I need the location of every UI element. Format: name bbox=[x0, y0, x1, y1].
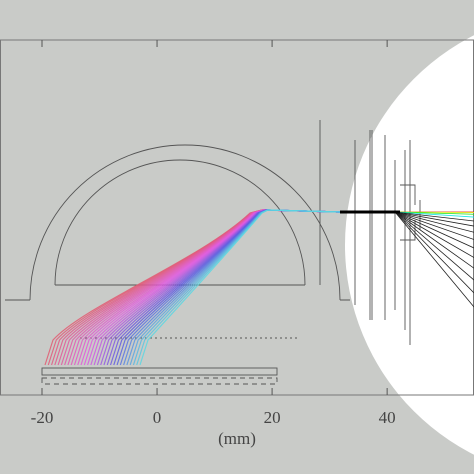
exit-ray bbox=[394, 211, 474, 227]
exit-ray bbox=[394, 211, 474, 233]
exit-ray bbox=[394, 211, 474, 269]
exit-ray bbox=[394, 211, 474, 218]
electrodes bbox=[354, 130, 421, 345]
trajectories bbox=[44, 209, 474, 366]
detector-pads bbox=[41, 377, 278, 385]
x-tick-label: 20 bbox=[264, 408, 281, 427]
inner-arc bbox=[54, 159, 306, 286]
exit-ray bbox=[394, 211, 474, 258]
exit-ray bbox=[394, 211, 474, 308]
x-tick-label: 40 bbox=[379, 408, 396, 427]
exit-ray bbox=[394, 211, 474, 240]
x-axis-label: (mm) bbox=[218, 429, 256, 448]
detector bbox=[41, 367, 278, 376]
outer-arc bbox=[29, 144, 341, 301]
x-tick-label: -20 bbox=[31, 408, 54, 427]
trajectory bbox=[139, 209, 380, 366]
exit-ray bbox=[394, 211, 474, 215]
exit-ray bbox=[394, 211, 474, 249]
exit-ray bbox=[394, 211, 474, 222]
white-region bbox=[345, 35, 474, 455]
apparatus bbox=[5, 120, 421, 385]
exit-ray bbox=[394, 211, 474, 281]
x-axis: -20 0 20 40 bbox=[31, 40, 396, 427]
exit-ray bbox=[394, 211, 474, 294]
x-tick-label: 0 bbox=[153, 408, 162, 427]
